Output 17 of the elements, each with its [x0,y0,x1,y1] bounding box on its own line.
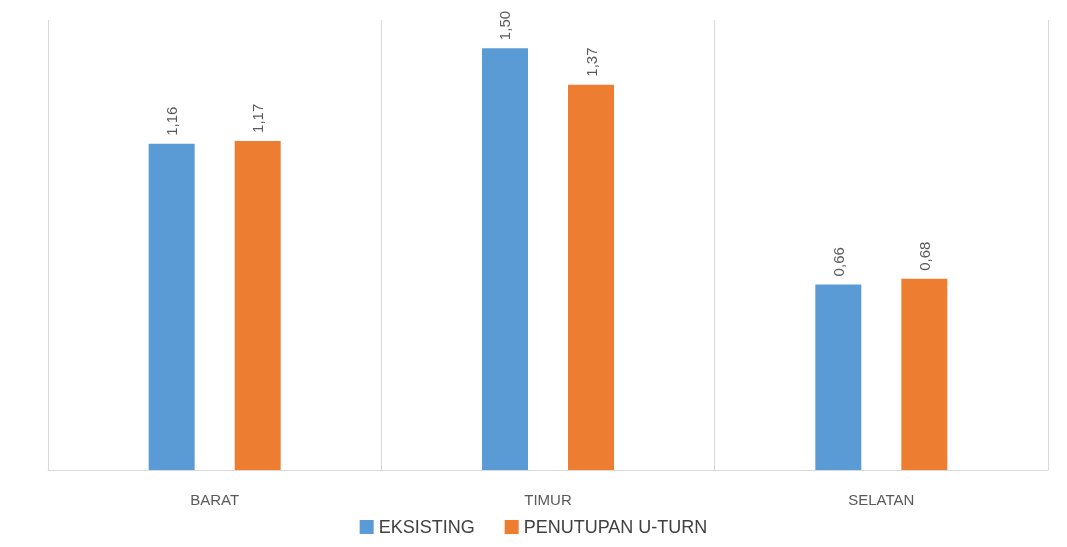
data-label: 1,37 [582,47,600,77]
data-label: 1,17 [249,103,267,133]
data-label: 1,16 [163,106,181,136]
bar [568,84,615,470]
data-label: 0,66 [829,247,847,277]
bar [148,143,195,470]
data-label: 0,68 [915,241,933,271]
legend-label: EKSISTING [378,517,475,537]
x-tick-label: BARAT [190,491,240,508]
legend-label: PENUTUPAN U-TURN [523,517,708,537]
bar [815,284,862,470]
x-tick-label: SELATAN [848,491,915,508]
bar [481,48,528,470]
bar [901,278,948,470]
data-label: 1,50 [496,10,514,41]
bar [234,140,281,470]
x-tick-label: TIMUR [524,491,572,508]
